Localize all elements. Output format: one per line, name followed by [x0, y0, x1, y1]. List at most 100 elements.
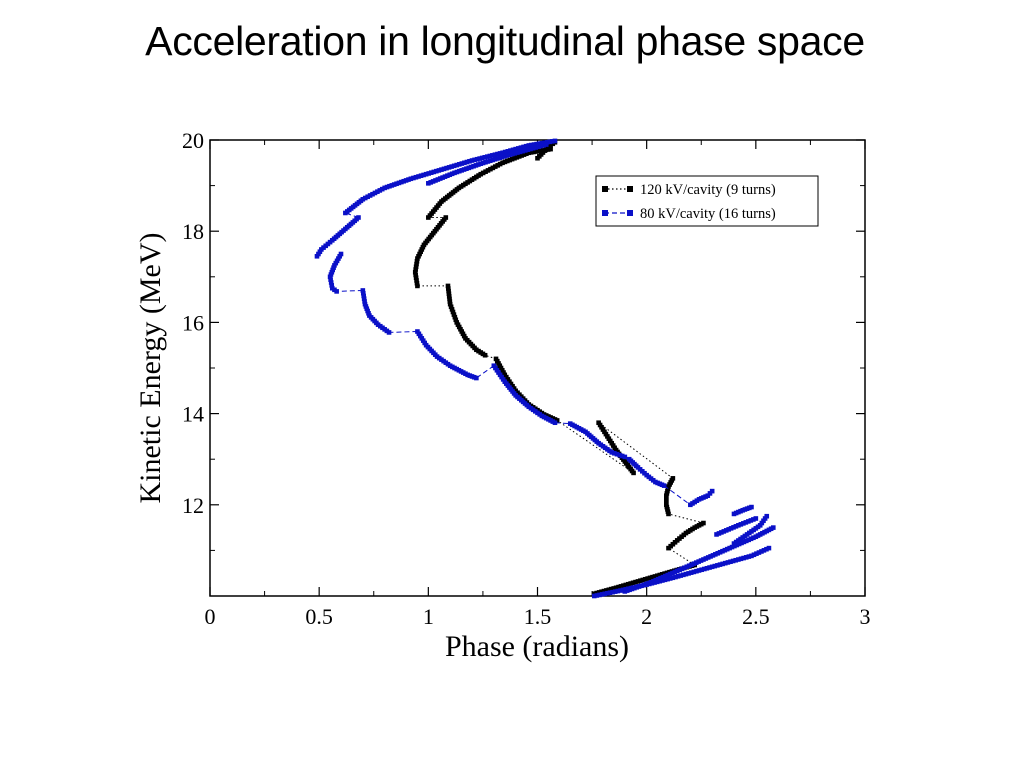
- data-point: [661, 483, 667, 488]
- data-point: [430, 179, 436, 184]
- data-point: [488, 166, 493, 172]
- x-tick-label: 2.5: [742, 604, 770, 629]
- data-point: [631, 470, 636, 476]
- data-point: [643, 581, 649, 587]
- data-point: [710, 553, 716, 558]
- turn-trace: [412, 215, 449, 289]
- data-point: [675, 574, 681, 579]
- data-point: [361, 293, 367, 299]
- data-point: [365, 194, 370, 200]
- data-point: [764, 513, 770, 519]
- data-point: [440, 175, 445, 180]
- data-point: [621, 583, 626, 588]
- data-point: [625, 581, 631, 587]
- data-point: [653, 577, 659, 583]
- data-point: [660, 574, 666, 580]
- data-point: [466, 165, 472, 171]
- data-point: [519, 153, 524, 158]
- data-point: [499, 154, 505, 160]
- turn-trace: [731, 504, 754, 517]
- data-point: [659, 572, 665, 577]
- data-point: [464, 159, 470, 165]
- data-point: [612, 450, 617, 456]
- data-point: [714, 532, 719, 537]
- data-point: [619, 453, 625, 459]
- data-point: [607, 590, 613, 596]
- data-point: [662, 571, 667, 576]
- data-point: [753, 516, 759, 521]
- data-point: [449, 307, 455, 312]
- data-point: [362, 299, 367, 304]
- data-point: [473, 163, 479, 168]
- data-point: [480, 160, 486, 166]
- data-point: [650, 574, 655, 580]
- data-point: [436, 168, 442, 173]
- data-point: [536, 148, 541, 154]
- y-tick-label: 16: [182, 310, 204, 335]
- data-point: [426, 181, 431, 186]
- data-point: [617, 452, 622, 458]
- data-point: [523, 143, 529, 149]
- data-point: [518, 145, 524, 150]
- data-point: [490, 165, 496, 171]
- data-point: [514, 155, 520, 160]
- turn-trace: [491, 363, 558, 426]
- turn-connector: [668, 513, 704, 524]
- data-point: [733, 524, 739, 529]
- data-point: [764, 546, 769, 552]
- data-point: [512, 155, 517, 161]
- turn-trace: [714, 516, 759, 537]
- data-point: [387, 183, 392, 189]
- data-point: [401, 178, 407, 184]
- data-point: [522, 148, 528, 153]
- data-point: [612, 589, 618, 594]
- data-point: [731, 525, 736, 530]
- data-point: [678, 573, 684, 578]
- data-point: [431, 169, 437, 175]
- data-point: [543, 142, 549, 147]
- turn-trace: [664, 476, 676, 517]
- data-point: [418, 173, 424, 179]
- turn-trace: [445, 283, 488, 358]
- data-point: [375, 189, 380, 194]
- data-point: [717, 562, 723, 567]
- data-point: [360, 288, 366, 293]
- data-point: [622, 589, 628, 594]
- data-point: [413, 275, 419, 281]
- data-point: [497, 161, 503, 167]
- data-point: [367, 193, 373, 198]
- data-point: [746, 554, 752, 559]
- data-point: [604, 588, 609, 593]
- data-point: [528, 150, 534, 155]
- data-point: [474, 156, 480, 162]
- turn-trace: [314, 215, 361, 259]
- data-point: [428, 180, 434, 185]
- data-point: [622, 454, 628, 460]
- x-tick-label: 3: [860, 604, 871, 629]
- data-point: [646, 580, 651, 586]
- data-point: [599, 592, 605, 597]
- turn-trace: [327, 251, 344, 294]
- data-point: [487, 153, 493, 159]
- data-point: [715, 563, 720, 568]
- legend-label: 80 kV/cavity (16 turns): [640, 206, 776, 222]
- data-point: [451, 163, 457, 169]
- data-point: [445, 173, 450, 178]
- data-point: [507, 157, 513, 163]
- y-tick-label: 20: [182, 128, 204, 153]
- data-point: [497, 155, 503, 161]
- data-point: [683, 571, 689, 577]
- data-point: [423, 171, 429, 177]
- data-point: [492, 152, 498, 158]
- turn-trace: [343, 138, 558, 216]
- data-point: [730, 558, 736, 564]
- data-point: [618, 584, 624, 589]
- data-point: [655, 576, 661, 582]
- data-point: [552, 138, 558, 144]
- data-point: [693, 560, 699, 565]
- data-point: [599, 589, 604, 595]
- data-point: [504, 153, 510, 158]
- data-point: [606, 587, 612, 593]
- data-point: [445, 286, 451, 291]
- data-point: [370, 191, 375, 197]
